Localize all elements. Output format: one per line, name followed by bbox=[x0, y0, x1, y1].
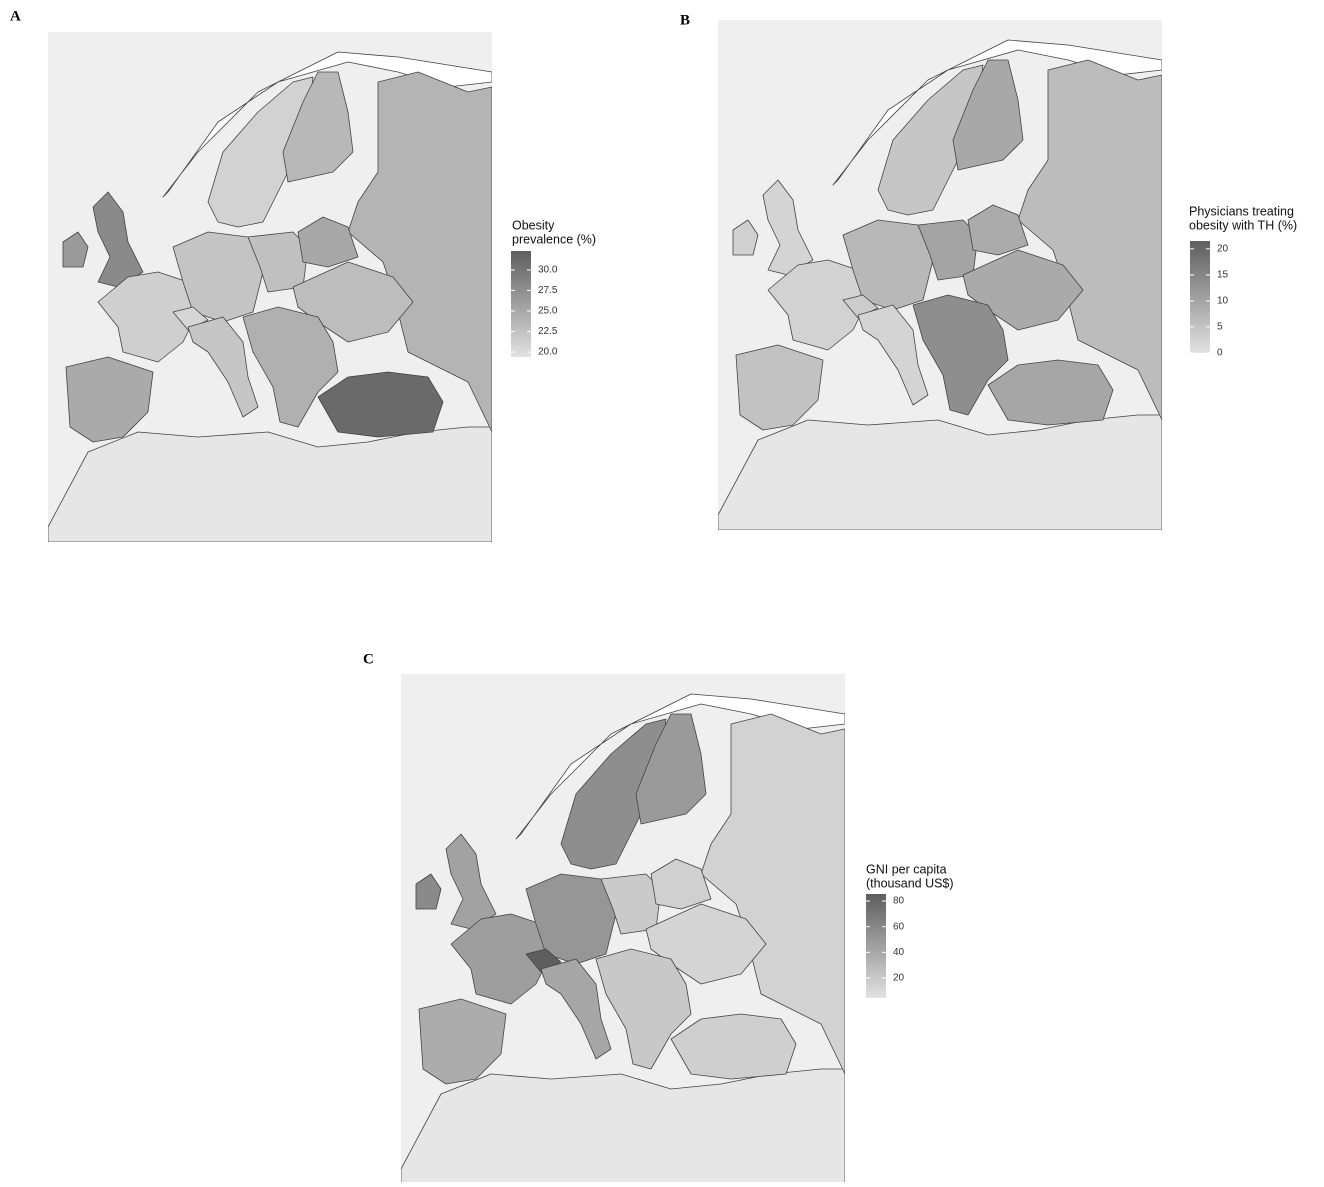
legend-tick-label: 27.5 bbox=[538, 285, 558, 296]
legend-tick-label: 30.0 bbox=[538, 265, 558, 276]
panel-label: A bbox=[10, 8, 21, 24]
legend-tick-label: 22.5 bbox=[538, 326, 558, 337]
legend-tick-label: 20.0 bbox=[538, 347, 558, 358]
legend-tick-label: 20 bbox=[893, 973, 905, 984]
legend-colorbar bbox=[1190, 241, 1210, 353]
legend-tick-label: 5 bbox=[1217, 322, 1223, 333]
legend-colorbar bbox=[866, 894, 886, 998]
legend-tick-label: 0 bbox=[1217, 348, 1223, 359]
map bbox=[401, 674, 845, 1182]
legend-tick-label: 40 bbox=[893, 947, 905, 958]
legend-title: obesity with TH (%) bbox=[1189, 218, 1297, 232]
panel-label: B bbox=[680, 12, 690, 28]
map bbox=[48, 32, 492, 542]
legend-tick-label: 10 bbox=[1217, 296, 1229, 307]
legend-title: GNI per capita bbox=[866, 862, 947, 876]
legend-tick-label: 60 bbox=[893, 921, 905, 932]
map bbox=[718, 20, 1162, 530]
legend-colorbar bbox=[511, 251, 531, 357]
legend-tick-label: 80 bbox=[893, 896, 905, 907]
legend-title: Physicians treating bbox=[1189, 204, 1294, 218]
legend-title: Obesity bbox=[512, 218, 555, 232]
legend-tick-label: 25.0 bbox=[538, 306, 558, 317]
legend-title: prevalence (%) bbox=[512, 232, 596, 246]
legend-tick-label: 15 bbox=[1217, 270, 1229, 281]
legend-title: (thousand US$) bbox=[866, 876, 954, 890]
figure: A Obesityprevalence (%) 20.0 22.5 25.0 27.5 30… bbox=[0, 0, 1324, 1182]
legend-tick-label: 20 bbox=[1217, 243, 1229, 254]
panel-label: C bbox=[363, 651, 374, 667]
